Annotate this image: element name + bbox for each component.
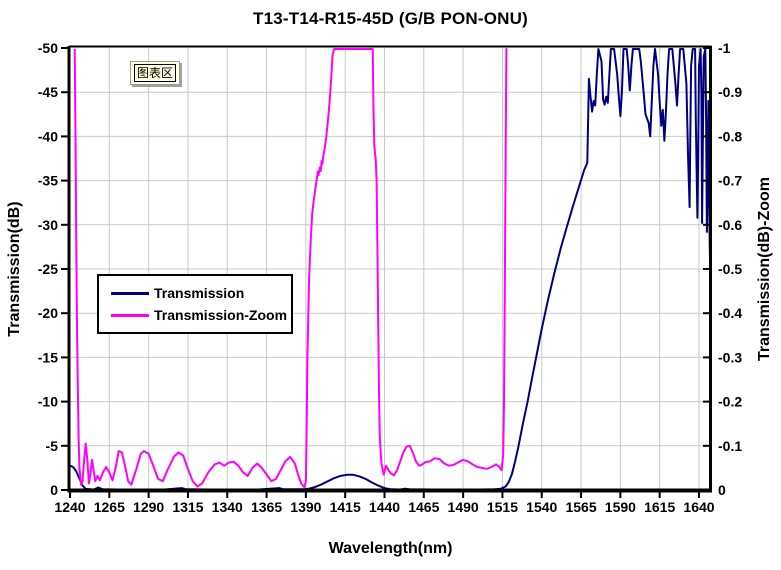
- x-axis-title: Wavelength(nm): [328, 540, 453, 557]
- y-left-tick-label: -5: [46, 438, 59, 454]
- y-left-tick-label: -40: [38, 128, 58, 144]
- x-tick-label: 1365: [251, 499, 282, 515]
- y-left-tick-label: -20: [38, 305, 58, 321]
- x-tick-label: 1390: [290, 499, 321, 515]
- x-tick-label: 1590: [605, 499, 636, 515]
- x-tick-label: 1615: [644, 499, 675, 515]
- y-left-tick-label: 0: [50, 482, 58, 498]
- y-left-tick-label: -10: [38, 394, 58, 410]
- y-left-tick-label: -25: [38, 261, 58, 277]
- y-axis-tick-labels-right: -1 -0.9 -0.8 -0.7 -0.6 -0.5 -0.4 -0.3 -0.2 -0.1 0: [718, 40, 742, 498]
- x-tick-label: 1315: [172, 499, 203, 515]
- series-lines: [69, 48, 711, 491]
- y-left-tick-label: -30: [38, 217, 58, 233]
- x-tick-label: 1440: [369, 499, 400, 515]
- y-right-tick-label: -0.4: [718, 305, 742, 321]
- legend-item-transmission: Transmission: [111, 285, 289, 301]
- y-right-tick-label: -0.9: [718, 84, 742, 100]
- y-right-tick-label: -0.1: [718, 438, 742, 454]
- x-axis-tick-labels: 1240 1265 1290 1315 1340 1365 1390 1415 1440 1465…: [54, 499, 714, 515]
- x-tick-label: 1540: [526, 499, 557, 515]
- legend[interactable]: Transmission Transmission-Zoom: [97, 274, 293, 334]
- y-right-tick-label: -1: [718, 40, 731, 56]
- axes: [61, 45, 712, 498]
- y-right-tick-label: -0.7: [718, 173, 742, 189]
- x-tick-label: 1290: [133, 499, 164, 515]
- legend-label-transmission: Transmission: [154, 285, 245, 301]
- y-axis-title-left: Transmission(dB): [6, 201, 23, 337]
- chart-title: T13-T14-R15-45D (G/B PON-ONU): [252, 9, 528, 28]
- x-tick-label: 1515: [487, 499, 518, 515]
- transmission-series-line: [69, 48, 711, 491]
- legend-item-transmission-zoom: Transmission-Zoom: [111, 307, 289, 323]
- transmission-zoom-series-line: [73, 48, 508, 489]
- transmission-zoom-line-swatch: [111, 313, 149, 317]
- x-tick-label: 1415: [330, 499, 361, 515]
- transmission-line-swatch: [111, 291, 149, 295]
- y-right-tick-label: 0: [718, 482, 726, 498]
- y-right-tick-label: -0.2: [718, 394, 742, 410]
- x-tick-label: 1565: [565, 499, 596, 515]
- y-axis-tick-labels-left: -50-45-40-35-30-25-20-15-10-50: [38, 40, 58, 498]
- x-tick-label: 1490: [448, 499, 479, 515]
- y-left-tick-label: -15: [38, 349, 58, 365]
- y-left-tick-label: -50: [38, 40, 58, 56]
- chart-area-tooltip-text: 图表区: [134, 64, 177, 82]
- y-right-tick-label: -0.6: [718, 217, 742, 233]
- y-axis-title-right: Transmission(dB)-Zoom: [756, 177, 773, 362]
- gridlines: [70, 48, 710, 490]
- y-left-tick-label: -35: [38, 173, 58, 189]
- x-tick-label: 1340: [212, 499, 243, 515]
- x-tick-label: 1265: [94, 499, 125, 515]
- legend-label-transmission-zoom: Transmission-Zoom: [154, 307, 288, 323]
- x-tick-label: 1640: [683, 499, 714, 515]
- x-tick-label: 1240: [54, 499, 85, 515]
- x-tick-label: 1465: [408, 499, 439, 515]
- chart-area-tooltip: 图表区: [130, 61, 181, 85]
- y-right-tick-label: -0.3: [718, 349, 742, 365]
- y-right-tick-label: -0.5: [718, 261, 742, 277]
- y-right-tick-label: -0.8: [718, 128, 742, 144]
- y-left-tick-label: -45: [38, 84, 58, 100]
